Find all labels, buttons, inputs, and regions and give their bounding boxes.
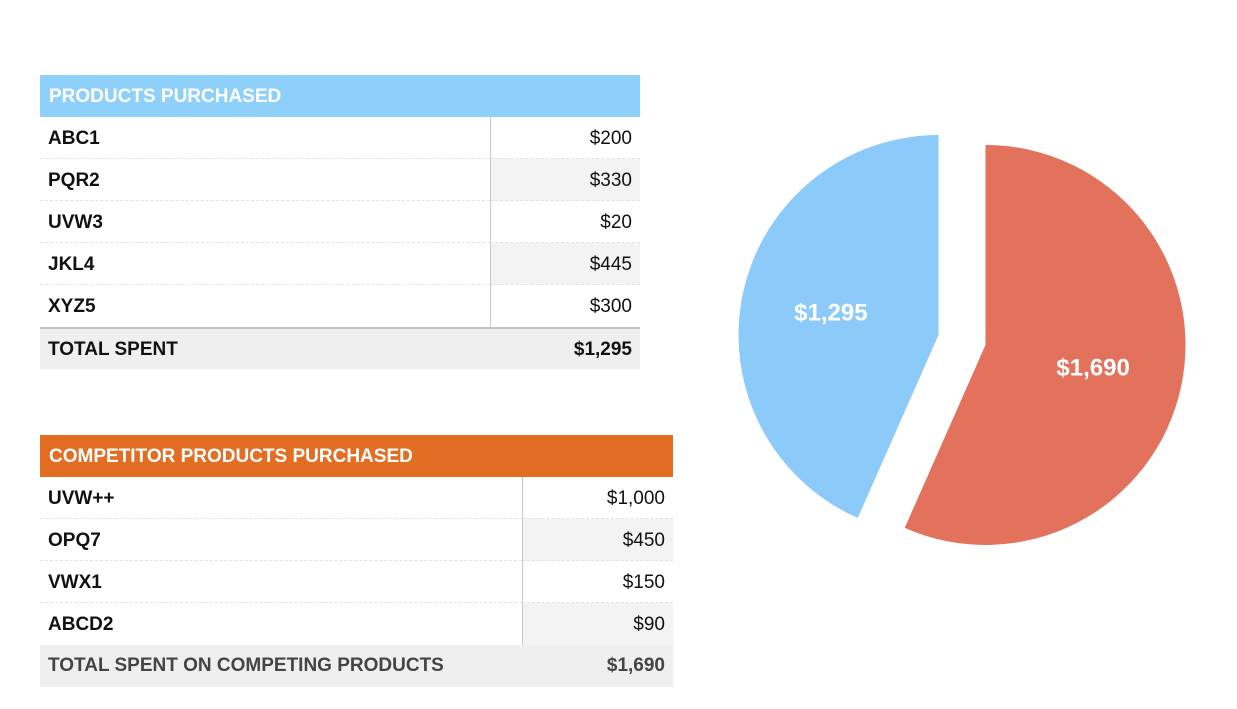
competitor-product-value: $450 bbox=[522, 519, 673, 561]
competitor-product-value: $1,000 bbox=[522, 477, 673, 519]
product-name: ABC1 bbox=[40, 117, 490, 159]
pie-slice bbox=[904, 144, 1186, 545]
competitor-product-value: $150 bbox=[522, 561, 673, 603]
spending-pie-chart: $1,295 $1,690 bbox=[738, 135, 1186, 545]
product-name: UVW3 bbox=[40, 201, 490, 243]
competitors-total-value: $1,690 bbox=[606, 655, 665, 676]
product-value: $445 bbox=[490, 243, 640, 285]
product-value: $330 bbox=[490, 159, 640, 201]
table-row: XYZ5 $300 bbox=[40, 285, 640, 327]
pie-slice-label: $1,295 bbox=[794, 299, 867, 326]
competitor-product-name: OPQ7 bbox=[40, 519, 522, 561]
competitor-product-value: $90 bbox=[522, 603, 673, 645]
products-table: PRODUCTS PURCHASED ABC1 $200 PQR2 $330 U… bbox=[40, 75, 640, 369]
competitor-product-name: VWX1 bbox=[40, 561, 522, 603]
products-total-label: TOTAL SPENT bbox=[48, 339, 178, 360]
table-row: UVW3 $20 bbox=[40, 201, 640, 243]
pie-slice-label: $1,690 bbox=[1056, 355, 1129, 382]
product-name: JKL4 bbox=[40, 243, 490, 285]
product-name: PQR2 bbox=[40, 159, 490, 201]
product-value: $300 bbox=[490, 285, 640, 327]
product-value: $20 bbox=[490, 201, 640, 243]
competitor-product-name: UVW++ bbox=[40, 477, 522, 519]
table-row: JKL4 $445 bbox=[40, 243, 640, 285]
product-name: XYZ5 bbox=[48, 296, 96, 317]
products-table-title: PRODUCTS PURCHASED bbox=[40, 75, 640, 117]
product-value: $200 bbox=[490, 117, 640, 159]
table-row: UVW++ $1,000 bbox=[40, 477, 673, 519]
competitor-product-name: ABCD2 bbox=[48, 614, 114, 635]
products-total-row: TOTAL SPENT $1,295 bbox=[40, 327, 640, 369]
table-row: ABCD2 $90 bbox=[40, 603, 673, 645]
pie-slice bbox=[738, 135, 939, 519]
table-row: VWX1 $150 bbox=[40, 561, 673, 603]
table-row: PQR2 $330 bbox=[40, 159, 640, 201]
competitors-table-title: COMPETITOR PRODUCTS PURCHASED bbox=[40, 435, 673, 477]
competitors-total-row: TOTAL SPENT ON COMPETING PRODUCTS $1,690 bbox=[40, 645, 673, 687]
competitors-table: COMPETITOR PRODUCTS PURCHASED UVW++ $1,0… bbox=[40, 435, 673, 687]
competitors-total-label: TOTAL SPENT ON COMPETING PRODUCTS bbox=[48, 655, 444, 676]
table-row: ABC1 $200 bbox=[40, 117, 640, 159]
products-total-value: $1,295 bbox=[573, 339, 632, 360]
table-row: OPQ7 $450 bbox=[40, 519, 673, 561]
